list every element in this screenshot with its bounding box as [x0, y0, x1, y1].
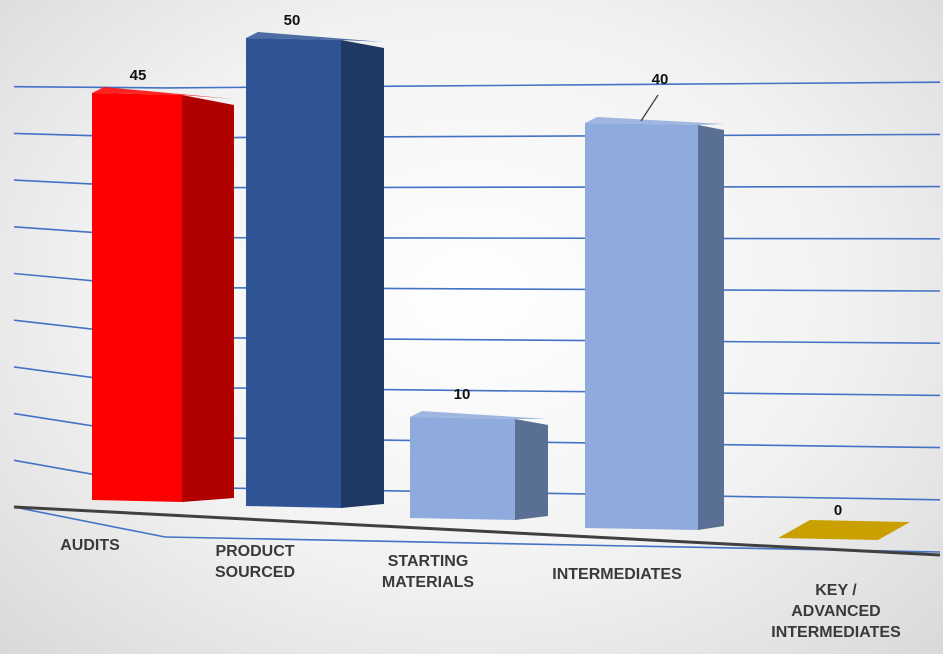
value-label-3: 40 — [652, 71, 669, 88]
category-label-4: KEY / ADVANCED INTERMEDIATES — [771, 582, 901, 641]
bar-2-side — [515, 419, 548, 520]
bar-3 — [585, 117, 724, 530]
bar-2-top — [410, 411, 548, 419]
bar-1 — [246, 32, 384, 508]
category-label-2: STARTING MATERIALS — [381, 553, 475, 591]
bar-3-side — [698, 125, 724, 530]
bar-3-front — [585, 123, 698, 530]
category-label-3: INTERMEDIATES — [552, 566, 682, 583]
floor-axis-line — [13, 505, 941, 557]
value-label-0: 45 — [130, 67, 147, 84]
bar-0 — [92, 87, 234, 502]
bar-0-front — [92, 93, 182, 502]
bars — [92, 32, 910, 540]
bar-1-front — [246, 38, 341, 508]
bar-1-side — [341, 40, 384, 508]
leader-lines — [640, 94, 659, 122]
bar-0-top — [92, 87, 234, 99]
bar-2-front — [410, 417, 515, 520]
value-labels: 45 50 10 40 0 — [130, 12, 843, 519]
gridline-left-9 — [13, 85, 166, 89]
category-label-0: AUDITS — [60, 537, 120, 554]
bar-3-top — [585, 117, 724, 125]
value-label-2: 10 — [454, 386, 471, 403]
category-label-1: PRODUCT SOURCED — [214, 543, 295, 581]
value-label-1: 50 — [284, 12, 301, 29]
bar-2 — [410, 411, 548, 520]
bar-4-plate — [778, 520, 910, 540]
value-label-4: 0 — [834, 502, 842, 519]
bar-1-top — [246, 32, 384, 42]
bar-0-side — [182, 95, 234, 502]
bar-4 — [778, 520, 910, 540]
gridline-left-0 — [13, 506, 166, 538]
leader-line-3 — [640, 94, 659, 122]
